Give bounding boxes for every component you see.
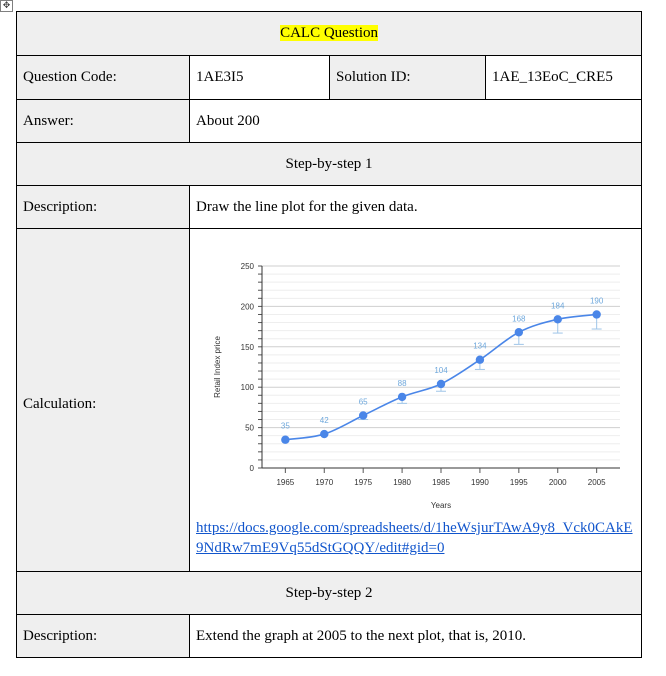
data-label: 134 bbox=[473, 342, 487, 351]
x-tick-label: 1965 bbox=[276, 478, 294, 487]
data-point bbox=[397, 392, 407, 402]
step-1-calculation-label: Calculation: bbox=[16, 228, 190, 572]
step-1-description-label: Description: bbox=[16, 185, 190, 229]
y-tick-label: 50 bbox=[245, 424, 254, 433]
title-cell: CALC Question bbox=[15, 11, 643, 56]
line-chart: 0 50 100 150 200 250 1965 1970 1975 1980 1985 1990 1… bbox=[200, 254, 632, 516]
table-move-handle-icon[interactable]: ✥ bbox=[0, 0, 13, 12]
y-tick-label: 150 bbox=[241, 343, 255, 352]
data-label: 104 bbox=[434, 366, 448, 375]
data-point bbox=[514, 328, 524, 337]
step-2-description: Extend the graph at 2005 to the next plo… bbox=[188, 614, 643, 658]
x-tick-label: 1990 bbox=[471, 478, 489, 487]
y-tick-label: 250 bbox=[241, 262, 255, 271]
answer-label: Answer: bbox=[16, 99, 190, 143]
data-label: 35 bbox=[281, 422, 290, 431]
data-label: 88 bbox=[398, 379, 407, 388]
y-tick-label: 200 bbox=[241, 302, 255, 311]
x-tick-label: 1995 bbox=[510, 478, 528, 487]
answer-value: About 200 bbox=[188, 99, 643, 143]
step-1-calculation: 0 50 100 150 200 250 1965 1970 1975 1980 1985 1990 1… bbox=[188, 228, 643, 572]
step-1-description: Draw the line plot for the given data. bbox=[188, 185, 643, 229]
x-tick-label: 1970 bbox=[315, 478, 333, 487]
data-label: 184 bbox=[551, 301, 565, 310]
step-1-heading: Step-by-step 1 bbox=[15, 142, 643, 186]
line-chart-svg: 0 50 100 150 200 250 1965 1970 1975 1980 1985 1990 1… bbox=[213, 262, 620, 510]
step-2-heading: Step-by-step 2 bbox=[15, 571, 643, 615]
data-point bbox=[358, 411, 368, 420]
x-tick-label: 2000 bbox=[549, 478, 567, 487]
x-tick-label: 1980 bbox=[393, 478, 411, 487]
x-tick-label: 1975 bbox=[354, 478, 372, 487]
y-axis-title: Retail Index price bbox=[213, 336, 222, 398]
x-tick-label: 1985 bbox=[432, 478, 450, 487]
series-line bbox=[285, 313, 597, 441]
data-point bbox=[592, 310, 601, 319]
data-point bbox=[475, 355, 485, 364]
question-code-label: Question Code: bbox=[16, 55, 190, 100]
data-label: 42 bbox=[320, 416, 329, 425]
data-point bbox=[281, 435, 290, 444]
data-point bbox=[320, 429, 329, 439]
data-point bbox=[553, 315, 562, 324]
question-code-value: 1AE3I5 bbox=[189, 55, 330, 100]
step-2-description-label: Description: bbox=[16, 614, 190, 658]
data-point bbox=[436, 379, 446, 389]
y-tick-label: 100 bbox=[241, 383, 255, 392]
x-axis-title: Years bbox=[431, 501, 451, 510]
spreadsheet-link[interactable]: https://docs.google.com/spreadsheets/d/1… bbox=[196, 520, 633, 556]
data-label: 65 bbox=[359, 397, 368, 406]
page-title: CALC Question bbox=[280, 25, 378, 41]
question-table: CALC Question Question Code: 1AE3I5 Solu… bbox=[15, 11, 643, 658]
solution-id-label: Solution ID: bbox=[329, 55, 486, 100]
y-tick-label: 0 bbox=[250, 464, 255, 473]
x-tick-label: 2005 bbox=[588, 478, 606, 487]
solution-id-value: 1AE_13EoC_CRE5 bbox=[484, 55, 643, 100]
data-label: 168 bbox=[512, 314, 526, 323]
data-label: 190 bbox=[590, 296, 604, 305]
